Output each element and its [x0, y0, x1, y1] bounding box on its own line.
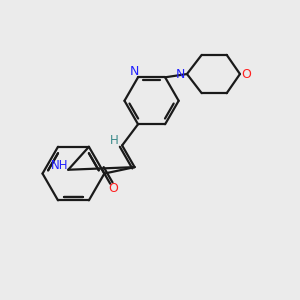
Text: O: O — [108, 182, 118, 195]
Text: NH: NH — [50, 159, 68, 172]
Text: H: H — [110, 134, 118, 147]
Text: O: O — [242, 68, 251, 80]
Text: N: N — [130, 65, 140, 78]
Text: N: N — [176, 68, 185, 80]
